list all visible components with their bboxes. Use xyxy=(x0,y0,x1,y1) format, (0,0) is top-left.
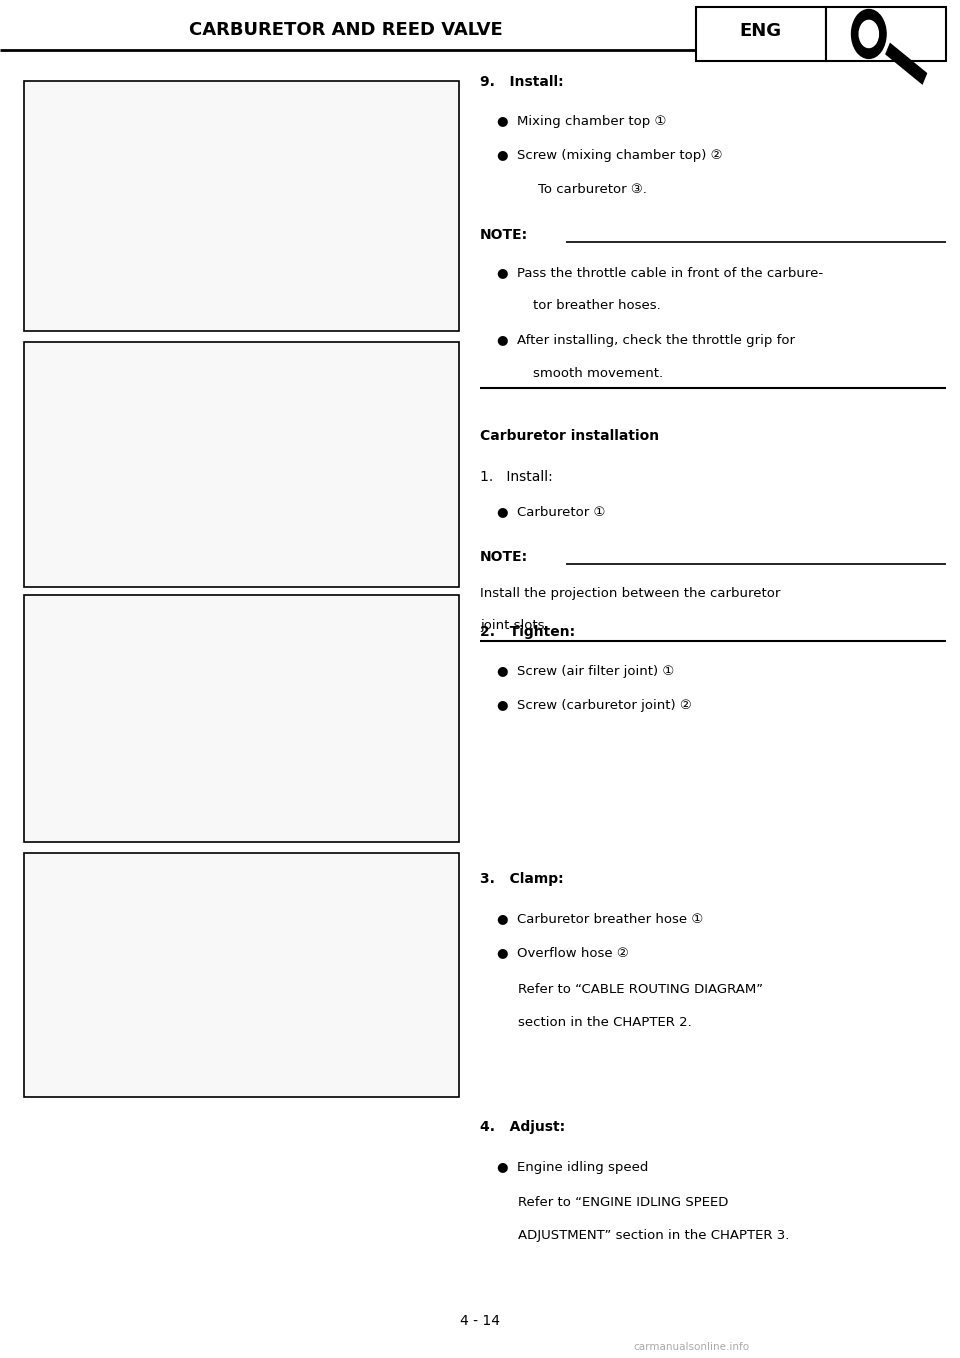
Bar xyxy=(24,342,459,587)
Text: Refer to “ENGINE IDLING SPEED: Refer to “ENGINE IDLING SPEED xyxy=(518,1196,729,1210)
Text: 1.   Install:: 1. Install: xyxy=(480,470,553,483)
Text: ●  Screw (carburetor joint) ②: ● Screw (carburetor joint) ② xyxy=(497,699,692,713)
Bar xyxy=(696,7,826,61)
Text: 4.   Adjust:: 4. Adjust: xyxy=(480,1120,565,1134)
Bar xyxy=(24,595,459,842)
Text: ●  Carburetor ①: ● Carburetor ① xyxy=(497,505,606,519)
Text: Refer to “CABLE ROUTING DIAGRAM”: Refer to “CABLE ROUTING DIAGRAM” xyxy=(518,983,763,997)
Text: NOTE:: NOTE: xyxy=(480,550,528,564)
Text: joint slots.: joint slots. xyxy=(480,619,548,633)
Text: carmanualsonline.info: carmanualsonline.info xyxy=(634,1342,749,1351)
Circle shape xyxy=(859,20,878,48)
Text: 4 - 14: 4 - 14 xyxy=(460,1315,500,1328)
Text: ●  Screw (mixing chamber top) ②: ● Screw (mixing chamber top) ② xyxy=(497,149,723,163)
Bar xyxy=(826,7,946,61)
Text: ●  After installing, check the throttle grip for: ● After installing, check the throttle g… xyxy=(497,334,795,348)
Bar xyxy=(24,81,459,331)
Text: To carburetor ③.: To carburetor ③. xyxy=(538,183,646,197)
Bar xyxy=(24,853,459,1097)
Text: Carburetor installation: Carburetor installation xyxy=(480,429,660,443)
Text: Install the projection between the carburetor: Install the projection between the carbu… xyxy=(480,587,780,600)
Text: tor breather hoses.: tor breather hoses. xyxy=(533,299,660,312)
Text: NOTE:: NOTE: xyxy=(480,228,528,242)
Text: 2.   Tighten:: 2. Tighten: xyxy=(480,625,575,638)
Text: ENG: ENG xyxy=(740,22,781,41)
Bar xyxy=(885,42,927,84)
Text: ADJUSTMENT” section in the CHAPTER 3.: ADJUSTMENT” section in the CHAPTER 3. xyxy=(518,1229,790,1243)
Text: ●  Overflow hose ②: ● Overflow hose ② xyxy=(497,947,629,960)
Text: ●  Mixing chamber top ①: ● Mixing chamber top ① xyxy=(497,115,666,129)
Text: ●  Pass the throttle cable in front of the carbure-: ● Pass the throttle cable in front of th… xyxy=(497,266,824,280)
Text: ●  Carburetor breather hose ①: ● Carburetor breather hose ① xyxy=(497,913,704,926)
Text: CARBURETOR AND REED VALVE: CARBURETOR AND REED VALVE xyxy=(189,20,502,39)
Text: 9.   Install:: 9. Install: xyxy=(480,75,564,88)
Text: ●  Engine idling speed: ● Engine idling speed xyxy=(497,1161,649,1175)
Text: smooth movement.: smooth movement. xyxy=(533,367,663,380)
Circle shape xyxy=(852,10,886,58)
Text: ●  Screw (air filter joint) ①: ● Screw (air filter joint) ① xyxy=(497,665,675,679)
Text: section in the CHAPTER 2.: section in the CHAPTER 2. xyxy=(518,1016,692,1029)
Text: 3.   Clamp:: 3. Clamp: xyxy=(480,872,564,885)
